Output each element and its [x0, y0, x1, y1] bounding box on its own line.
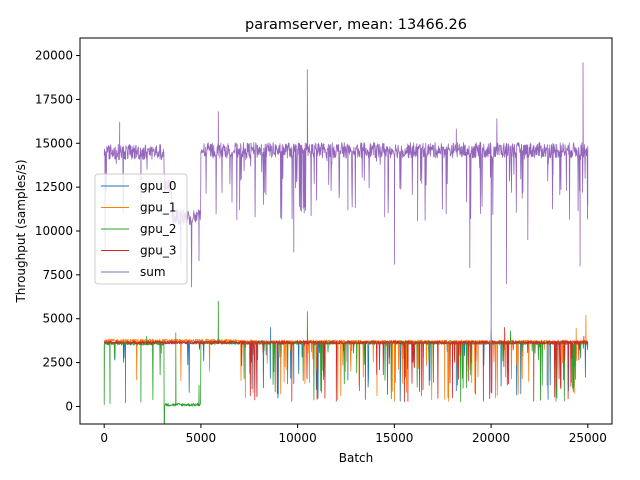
y-tick-label: 20000: [35, 49, 73, 63]
legend-label-gpu-1: gpu_1: [140, 201, 176, 215]
y-tick-label: 2500: [42, 356, 73, 370]
y-tick-label: 12500: [35, 180, 73, 194]
series-layer: [103, 62, 589, 424]
x-tick-label: 25000: [569, 431, 607, 445]
y-tick-label: 10000: [35, 224, 73, 238]
y-tick-label: 17500: [35, 92, 73, 106]
legend-label-sum: sum: [140, 265, 166, 279]
x-tick-label: 0: [100, 431, 108, 445]
x-axis: 0 5000 10000 15000 20000 25000: [100, 424, 607, 445]
y-tick-label: 15000: [35, 136, 73, 150]
x-tick-label: 10000: [279, 431, 317, 445]
legend-label-gpu-0: gpu_0: [140, 179, 176, 193]
y-axis: 0 2500 5000 7500 10000 12500 15000 17500 20000: [35, 49, 80, 413]
x-tick-label: 5000: [186, 431, 217, 445]
series-line-gpu-3: [103, 327, 589, 402]
y-tick-label: 0: [65, 399, 73, 413]
x-tick-label: 15000: [375, 431, 413, 445]
y-tick-label: 7500: [42, 268, 73, 282]
legend-label-gpu-3: gpu_3: [140, 244, 176, 258]
legend-label-gpu-2: gpu_2: [140, 222, 176, 236]
x-tick-label: 20000: [472, 431, 510, 445]
y-tick-label: 5000: [42, 312, 73, 326]
chart-title: paramserver, mean: 13466.26: [245, 17, 467, 33]
x-axis-label: Batch: [339, 451, 374, 465]
y-axis-label: Throughput (samples/s): [14, 159, 28, 303]
legend-box: [94, 173, 188, 285]
